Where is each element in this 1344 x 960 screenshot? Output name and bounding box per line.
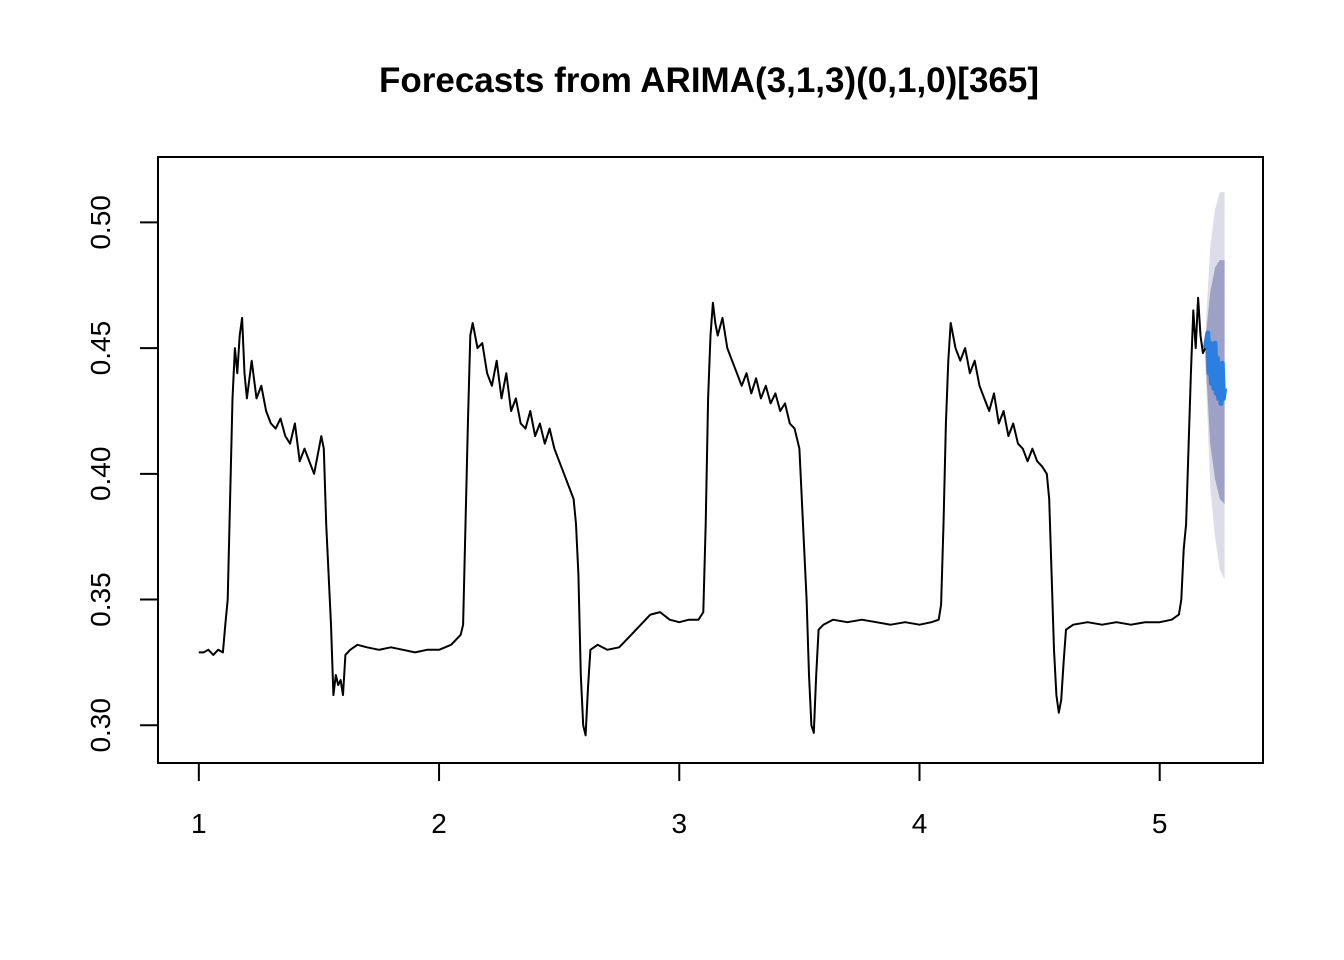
x-axis: 1 2 3 4 5 (191, 762, 1168, 839)
x-tick-label: 1 (191, 808, 207, 839)
y-tick-label: 0.35 (85, 572, 116, 627)
x-tick-label: 3 (671, 808, 687, 839)
history-line (198, 296, 1207, 737)
series-lines (198, 296, 1228, 737)
y-tick-label: 0.30 (85, 698, 116, 753)
x-tick-label: 5 (1152, 808, 1168, 839)
chart-title: Forecasts from ARIMA(3,1,3)(0,1,0)[365] (379, 61, 1039, 100)
y-axis: 0.30 0.35 0.40 0.45 0.50 (85, 195, 159, 753)
forecast-line (1202, 330, 1228, 406)
y-tick-label: 0.45 (85, 321, 116, 376)
x-tick-label: 4 (912, 808, 928, 839)
x-tick-label: 2 (431, 808, 447, 839)
y-tick-label: 0.50 (85, 195, 116, 250)
y-tick-label: 0.40 (85, 447, 116, 502)
